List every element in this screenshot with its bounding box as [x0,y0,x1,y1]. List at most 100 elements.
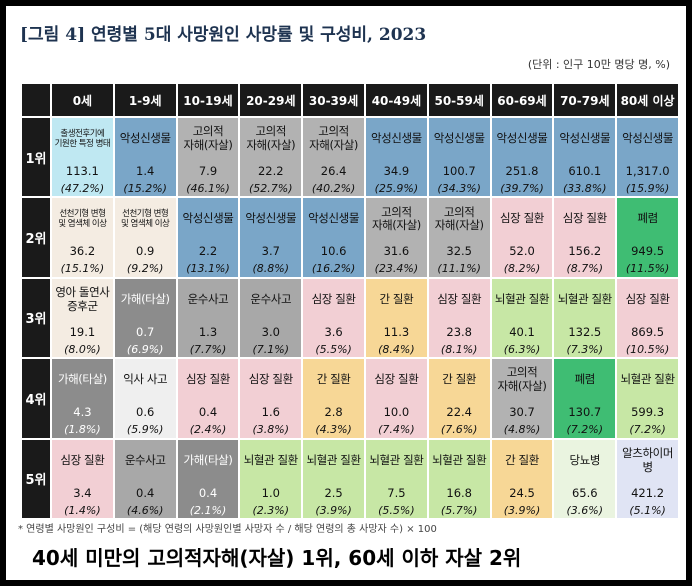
death-rate: 31.6 [383,244,410,259]
cause-name: 악성신생물 [433,131,485,146]
composition-percent: (8.2%) [503,262,541,276]
cause-cell: 간 질환 24.5 (3.9%) [491,439,553,518]
cause-cell: 익사 사고 0.6 (5.9%) [114,359,176,438]
cause-name: 영아 돌연사 증후군 [55,285,110,313]
death-rate: 10.6 [320,244,347,259]
composition-percent: (8.7%) [566,262,604,276]
cause-name: 고의적 자해(자살) [497,365,547,394]
death-rate: 7.5 [387,485,406,500]
composition-percent: (9.2%) [126,262,164,276]
death-rate: 32.5 [446,244,472,259]
cause-name: 고의적 자해(자살) [309,124,359,152]
age-header: 1-9세 [114,84,176,116]
death-rate: 3.7 [261,244,280,259]
composition-percent: (52.7%) [249,182,293,195]
cause-cell: 간 질환 11.3 (8.4%) [366,278,427,358]
death-rate: 10.0 [383,405,410,420]
cause-name: 뇌혈관 질환 [243,452,299,467]
composition-percent: (13.1%) [186,262,230,276]
footnote: * 연령별 사망원인 구성비 = (해당 연령의 사망원인별 사망자 수 / 해… [18,524,437,535]
rank-label: 1위 [22,118,50,197]
death-rate: 0.7 [136,324,155,339]
age-header: 60-69세 [491,84,553,116]
composition-percent: (40.2%) [311,182,356,195]
unit-note: (단위 : 인구 10만 명당 명, %) [527,58,670,71]
cause-name: 출생전후기에 기원한 특정 병태 [54,128,111,149]
cause-name: 뇌혈관 질환 [306,452,362,467]
death-rate: 421.2 [631,485,665,500]
composition-percent: (3.6%) [566,503,604,517]
cause-cell: 심장 질환 0.4 (2.4%) [177,359,239,438]
cause-cell: 심장 질환 10.0 (7.4%) [366,359,427,438]
cause-cell: 고의적 자해(자살) 31.6 (23.4%) [366,198,427,277]
age-header: 20-29세 [240,84,302,116]
cause-name: 악성신생물 [496,131,548,146]
cause-cell: 심장 질환 1.6 (3.8%) [240,359,302,438]
death-rate: 1.3 [198,324,218,339]
death-rate: 24.5 [509,485,535,500]
cause-cell: 가해(타살) 0.7 (6.9%) [114,278,176,358]
composition-percent: (7.4%) [378,423,415,437]
cause-cell: 운수사고 1.3 (7.7%) [177,278,239,358]
composition-percent: (8.8%) [252,262,290,276]
cause-name: 뇌혈관 질환 [620,372,676,387]
cause-cell: 심장 질환 3.4 (1.4%) [52,439,113,518]
death-rate: 2.5 [324,485,343,500]
death-rate: 65.6 [571,485,598,500]
cause-name: 당뇨병 [569,452,601,467]
cause-cell: 폐렴 949.5 (11.5%) [617,198,678,277]
composition-percent: (3.9%) [503,503,541,517]
death-rate: 19.1 [69,324,96,339]
cause-cell: 뇌혈관 질환 2.5 (3.9%) [303,439,364,518]
cause-cell: 악성신생물 10.6 (16.2%) [303,198,364,277]
cause-name: 운수사고 [250,291,292,306]
composition-percent: (4.6%) [126,503,164,517]
cause-name: 폐렴 [574,372,596,387]
rank-label: 5위 [22,439,50,518]
death-rate: 869.5 [631,324,665,339]
composition-percent: (5.7%) [440,503,478,517]
composition-percent: (6.9%) [126,342,164,356]
composition-percent: (33.8%) [563,182,607,195]
death-rate: 949.5 [631,244,665,259]
cause-name: 간 질환 [505,452,539,467]
cause-cell: 악성신생물 251.8 (39.7%) [491,118,553,197]
composition-percent: (7.6%) [440,423,478,437]
cause-name: 악성신생물 [119,131,171,146]
figure-panel: [그림 4] 연령별 5대 사망원인 사망률 및 구성비, 2023 (단위 :… [6,6,686,580]
composition-percent: (7.2%) [629,423,666,437]
death-rate: 0.4 [198,485,218,500]
cause-name: 운수사고 [187,291,229,306]
death-rate: 2.8 [324,405,343,420]
death-rate: 610.1 [568,164,602,178]
cause-name: 선천기형 변형 및 염색체 이상 [121,209,170,230]
composition-percent: (15.2%) [123,182,167,195]
composition-percent: (15.1%) [60,262,105,276]
composition-percent: (6.3%) [503,342,541,356]
cause-cell: 심장 질환 23.8 (8.1%) [428,278,490,358]
cause-name: 폐렴 [637,211,658,226]
cause-name: 고의적 자해(자살) [371,204,421,233]
cause-name: 뇌혈관 질환 [432,452,487,467]
cause-cell: 고의적 자해(자살) 32.5 (11.1%) [428,198,490,277]
cause-name: 간 질환 [442,372,477,387]
table-corner [22,84,50,116]
composition-percent: (4.3%) [315,423,352,437]
death-rate: 30.7 [509,405,535,420]
composition-percent: (1.4%) [64,503,101,517]
cause-cell: 심장 질환 3.6 (5.5%) [303,278,364,358]
cause-name: 익사 사고 [123,372,168,387]
cause-cell: 뇌혈관 질환 599.3 (7.2%) [617,359,678,438]
cause-name: 악성신생물 [622,131,674,146]
age-header: 40-49세 [366,84,427,116]
cause-name: 심장 질환 [248,372,293,387]
death-rate: 26.4 [320,164,347,178]
age-header: 10-19세 [177,84,239,116]
cause-name: 악성신생물 [308,211,360,226]
composition-percent: (25.9%) [374,182,419,195]
death-rate: 1.6 [261,405,280,420]
composition-percent: (2.1%) [189,503,227,517]
composition-percent: (7.1%) [252,342,290,356]
death-rate: 36.2 [69,244,96,259]
composition-percent: (23.4%) [374,262,419,276]
